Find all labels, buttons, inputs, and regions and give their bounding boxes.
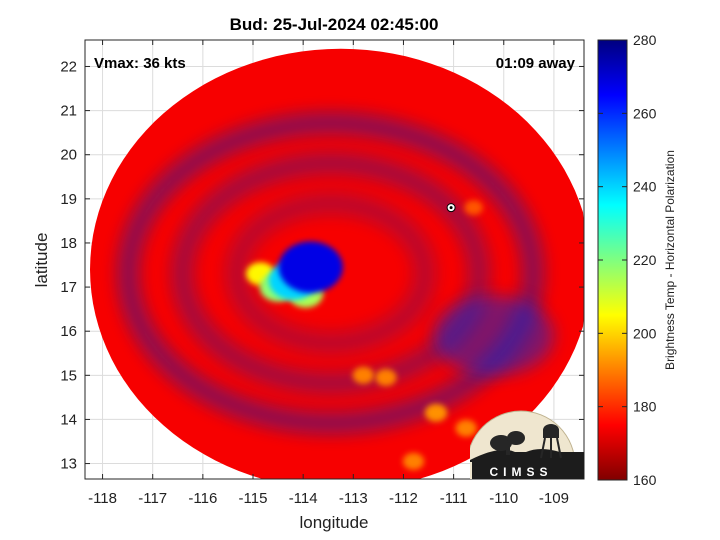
- x-tick-label: -109: [539, 490, 569, 507]
- colorbar-ticks: 160 180 200 220 240 260 280: [598, 32, 657, 488]
- plot-frame: [84, 39, 585, 480]
- colorbar-label: Brightness Temp - Horizontal Polarizatio…: [663, 150, 677, 370]
- vmax-annotation: Vmax: 36 kts: [94, 55, 186, 72]
- colorbar-tick-label: 200: [633, 325, 657, 341]
- x-tick-label: -111: [440, 490, 468, 507]
- feature-cell: [464, 200, 483, 216]
- feature-cell: [352, 366, 374, 384]
- feature-cell: [455, 419, 477, 437]
- x-tick-label: -114: [289, 490, 318, 507]
- storm-center-dot: [449, 206, 453, 210]
- chart-title: Bud: 25-Jul-2024 02:45:00: [230, 15, 439, 34]
- y-tick-label: 15: [60, 367, 77, 384]
- x-tick-label: -118: [88, 490, 117, 507]
- colorbar-tick-label: 240: [633, 179, 657, 195]
- colorbar-tick-label: 220: [633, 252, 657, 268]
- cimss-logo-text: CIMSS: [489, 465, 552, 479]
- colorbar-tick-label: 260: [633, 105, 657, 121]
- x-tick-label: -117: [138, 490, 167, 507]
- swirl-band: [225, 192, 437, 355]
- cimss-logo: CIMSS: [470, 410, 584, 479]
- y-tick-label: 19: [60, 191, 77, 208]
- x-tick-label: -115: [239, 490, 268, 507]
- y-tick-label: 14: [60, 411, 77, 428]
- heatmap-features: [246, 200, 483, 470]
- x-tick-label: -113: [339, 490, 368, 507]
- feature-cell: [424, 403, 448, 422]
- swirl-band: [171, 152, 491, 395]
- y-tick-label: 22: [60, 58, 77, 75]
- x-tick-label: -116: [188, 490, 217, 507]
- y-tick-label: 16: [60, 323, 77, 340]
- y-tick-label: 18: [60, 235, 77, 252]
- x-tick-label: -110: [489, 490, 518, 507]
- swirl-band: [117, 112, 545, 435]
- colorbar-tick-label: 180: [633, 399, 657, 415]
- feature-cell: [375, 369, 397, 387]
- x-tick-label: -112: [389, 490, 418, 507]
- colorbar-tick-label: 280: [633, 32, 657, 48]
- feature-cell: [278, 241, 343, 293]
- y-tick-label: 20: [60, 147, 77, 164]
- x-axis-label: longitude: [299, 513, 368, 532]
- feature-cell: [402, 452, 425, 470]
- time-away-annotation: 01:09 away: [496, 55, 576, 72]
- y-axis-label: latitude: [32, 233, 51, 288]
- colorbar-tick-label: 160: [633, 472, 657, 488]
- y-tick-label: 13: [60, 456, 77, 473]
- y-tick-label: 17: [60, 279, 77, 296]
- swirl-band: [433, 295, 554, 376]
- y-tick-label: 21: [60, 103, 77, 120]
- axis-ticks: -118 -117 -116 -115 -114 -113 -112 -111 -110 -109…: [60, 40, 584, 507]
